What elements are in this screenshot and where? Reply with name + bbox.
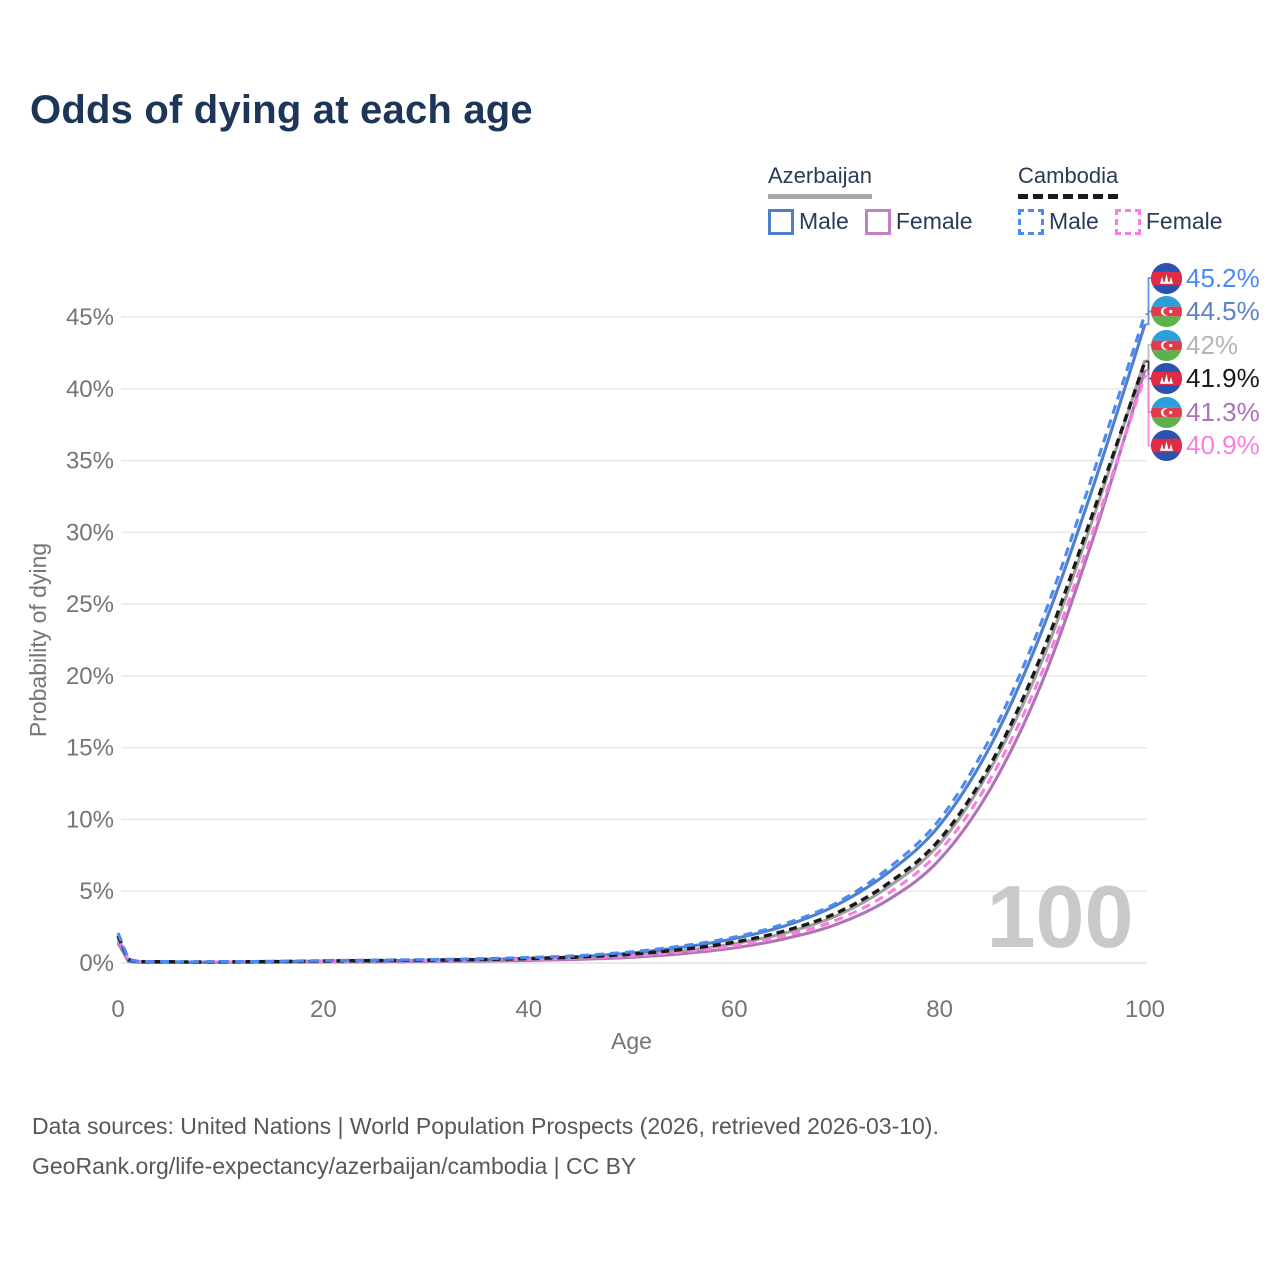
attribution-line[interactable]: GeoRank.org/life-expectancy/azerbaijan/c… — [32, 1153, 637, 1179]
leader-line — [1145, 310, 1152, 326]
end-label-value: 42% — [1186, 329, 1239, 360]
y-tick-label: 25% — [66, 591, 114, 618]
y-tick-label: 5% — [79, 878, 114, 905]
legend-label-azerbaijan-female[interactable]: Female — [895, 208, 973, 234]
azerbaijan-flag-icon — [1151, 396, 1182, 428]
y-axis-title: Probability of dying — [25, 543, 51, 737]
x-tick-label: 80 — [926, 996, 953, 1023]
legend-group-cambodia: Cambodia Male Female — [1018, 163, 1239, 235]
legend-swatch-cambodia-male[interactable] — [1018, 208, 1044, 235]
end-label-value: 45.2% — [1186, 262, 1260, 293]
x-axis-title: Age — [611, 1028, 652, 1054]
series-line-cambodia-male[interactable] — [116, 313, 1147, 964]
y-tick-label: 20% — [66, 663, 114, 690]
legend-swatch-cambodia-female[interactable] — [1114, 208, 1141, 235]
y-tick-label: 45% — [66, 304, 114, 331]
end-label-value: 41.3% — [1186, 396, 1260, 427]
footer: Data sources: United Nations | World Pop… — [32, 1106, 939, 1186]
cambodia-flag-icon — [1151, 262, 1182, 294]
end-label-value: 41.9% — [1186, 363, 1260, 393]
x-tick-label: 60 — [721, 996, 748, 1023]
plot-area[interactable]: 0% 5% 10% 15% 20% 25% 30% 35% 40% 45% 0 20 40 60 80 100… — [0, 0, 1280, 1080]
page-title: Odds of dying at each age — [30, 88, 533, 132]
legend-items-cambodia: Male Female — [1018, 208, 1239, 235]
end-label-row: 41.3% — [1151, 396, 1260, 428]
x-tick-label: 100 — [1125, 996, 1165, 1023]
end-label-value: 44.5% — [1186, 296, 1260, 326]
end-label-row: 40.9% — [1151, 430, 1260, 462]
legend-label-cambodia-male[interactable]: Male — [1049, 208, 1099, 234]
cambodia-flag-icon — [1151, 430, 1182, 461]
x-tick-label: 40 — [515, 996, 542, 1023]
legend-swatch-azerbaijan-male[interactable] — [768, 208, 794, 235]
end-label-row: 41.9% — [1151, 363, 1260, 395]
y-tick-label: 15% — [66, 735, 114, 762]
end-label-row: 45.2% — [1151, 262, 1260, 294]
age-watermark: 100 — [987, 867, 1134, 966]
leader-line — [1145, 344, 1152, 361]
cambodia-flag-icon — [1151, 363, 1182, 394]
end-label-value: 40.9% — [1186, 430, 1260, 460]
data-source-line: Data sources: United Nations | World Pop… — [32, 1113, 939, 1139]
azerbaijan-flag-icon — [1151, 296, 1182, 327]
azerbaijan-flag-icon — [1151, 329, 1182, 361]
leader-line — [1145, 277, 1152, 315]
end-label-row: 42% — [1151, 329, 1238, 361]
y-tick-label: 10% — [66, 806, 114, 833]
legend-label-azerbaijan-male[interactable]: Male — [799, 208, 849, 234]
legend-label-cambodia-female[interactable]: Female — [1145, 208, 1223, 234]
x-tick-label: 20 — [310, 996, 337, 1023]
legend-country-cambodia[interactable]: Cambodia — [1018, 163, 1119, 199]
legend-items-azerbaijan: Male Female — [768, 208, 989, 235]
x-tick-label: 0 — [111, 996, 124, 1023]
y-tick-label: 35% — [66, 448, 114, 475]
legend-group-azerbaijan: Azerbaijan Male Female — [768, 163, 989, 235]
y-tick-label: 30% — [66, 519, 114, 546]
end-label-row: 44.5% — [1151, 296, 1260, 328]
y-tick-label: 0% — [79, 950, 114, 977]
y-tick-label: 40% — [66, 376, 114, 403]
legend-country-azerbaijan[interactable]: Azerbaijan — [768, 163, 872, 199]
legend-swatch-azerbaijan-female[interactable] — [864, 208, 891, 235]
leader-line — [1145, 375, 1152, 447]
